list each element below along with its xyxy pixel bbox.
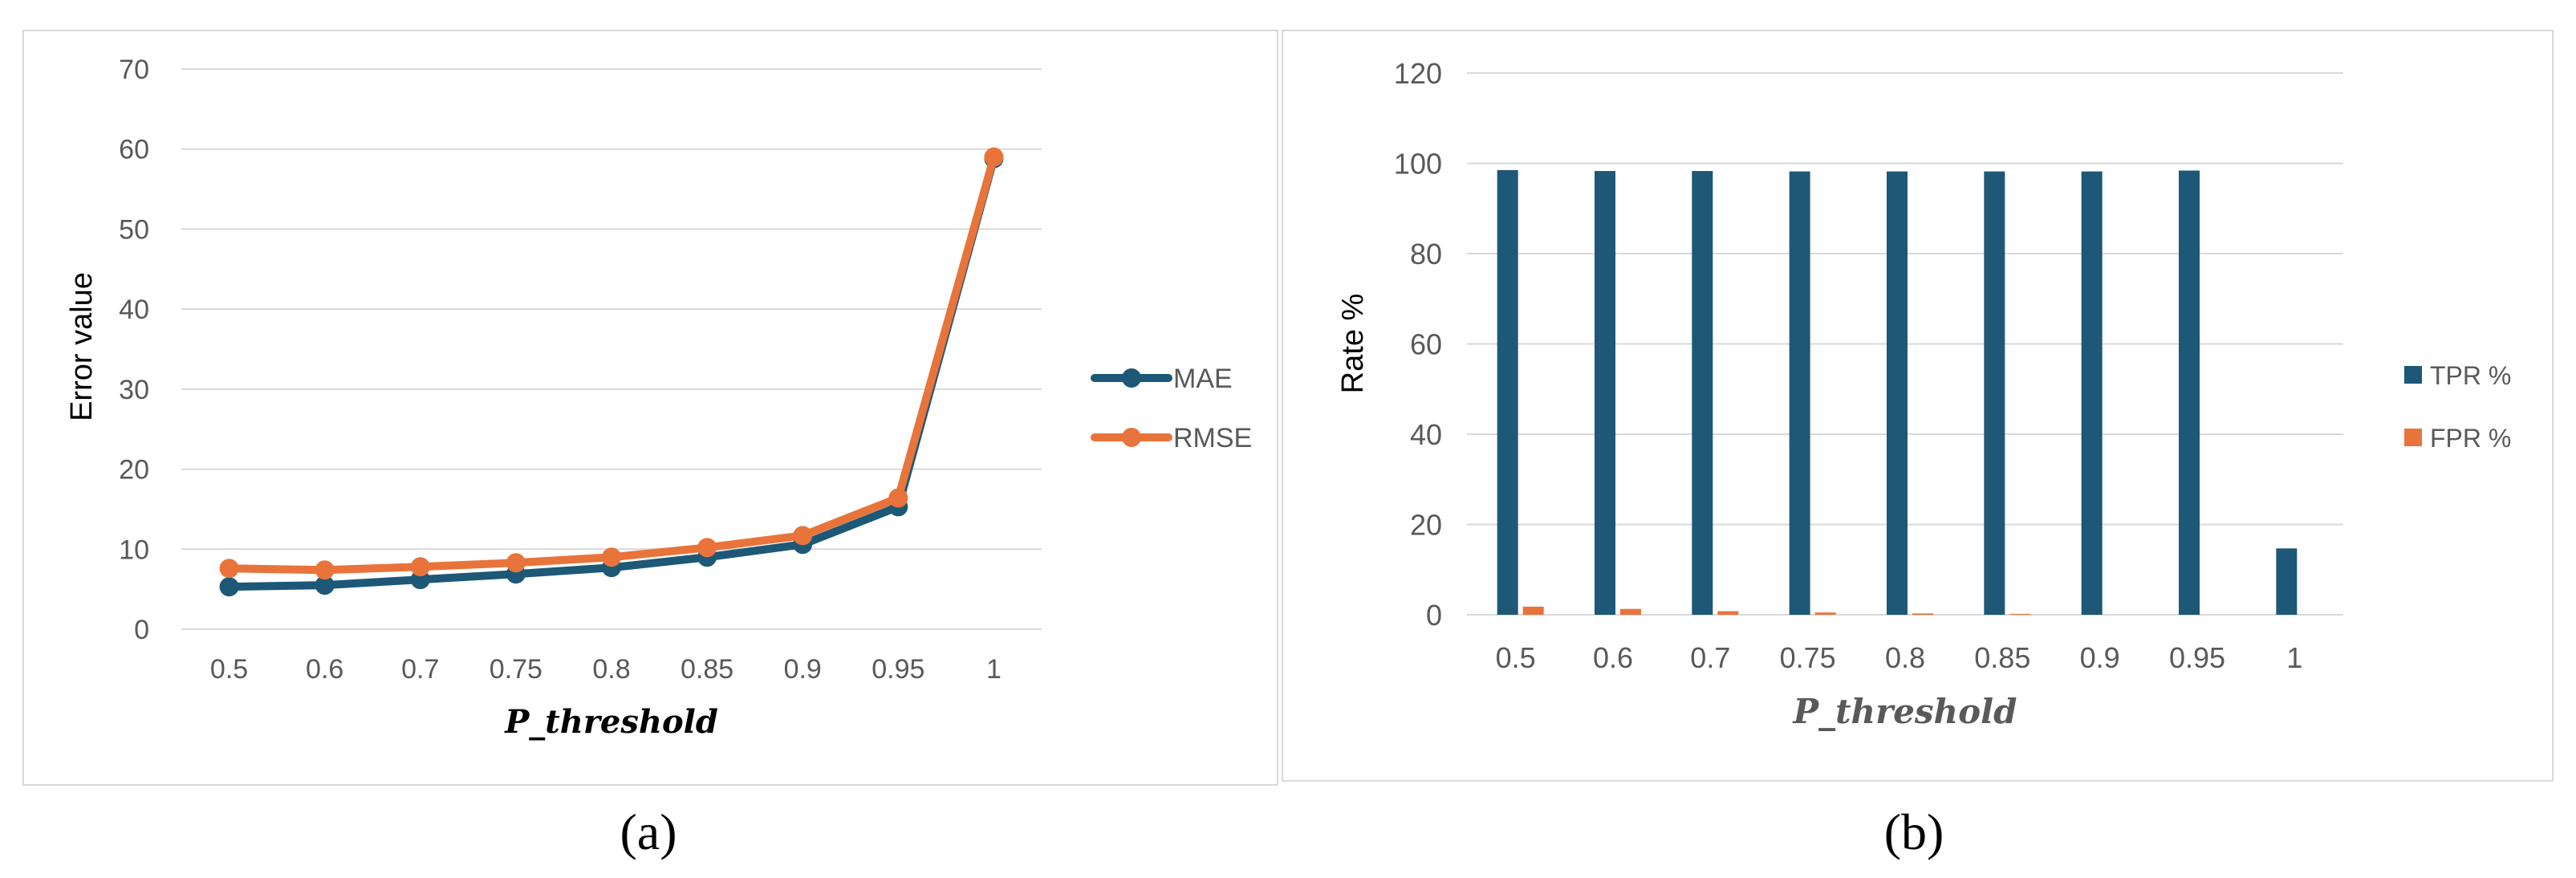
chart-a-x-tick-label: 0.8 — [592, 654, 630, 685]
chart-b-x-tick-label: 0.8 — [1885, 641, 1925, 674]
chart-a-x-ticks: 0.5 0.6 0.7 0.75 0.8 0.85 0.9 0.95 1 — [210, 654, 1002, 685]
chart-b-y-tick-label: 80 — [1410, 238, 1442, 270]
chart-b-bar-tpr — [2276, 548, 2298, 615]
chart-a-x-tick-label: 0.95 — [872, 654, 924, 685]
panel-b-frame — [1282, 30, 2554, 782]
chart-a-y-tick-label: 40 — [119, 295, 149, 325]
chart-a-point-rmse — [697, 538, 717, 558]
chart-a-point-rmse — [793, 526, 813, 546]
chart-b-bar-tpr — [1692, 171, 1713, 615]
chart-a-x-tick-label: 0.75 — [490, 654, 542, 685]
chart-a-x-tick-label: 0.85 — [681, 654, 733, 685]
chart-b-x-tick-label: 0.95 — [2169, 641, 2225, 674]
chart-b-x-tick-label: 0.85 — [1974, 641, 2030, 674]
panel-a-frame — [22, 30, 1278, 786]
panel-label-a: (a) — [620, 803, 677, 860]
chart-a-point-rmse — [506, 553, 526, 573]
chart-b-bar-fpr — [1522, 606, 1544, 615]
chart-b-x-tick-label: 0.5 — [1496, 641, 1536, 674]
chart-b-bar-tpr — [1595, 171, 1615, 615]
chart-b-legend-label-fpr: FPR % — [2430, 424, 2511, 453]
chart-b-y-axis-label: Rate % — [1336, 294, 1370, 394]
chart-b-x-tick-label: 1 — [2286, 641, 2302, 674]
chart-b-x-axis-label: P_threshold — [1793, 692, 2017, 731]
chart-b-x-tick-label: 0.75 — [1780, 641, 1836, 674]
chart-a-y-tick-label: 50 — [119, 214, 149, 245]
chart-b-legend: TPR % FPR % — [2404, 361, 2511, 453]
chart-a-y-tick-label: 20 — [119, 455, 149, 486]
chart-a-series — [219, 147, 1004, 597]
chart-a-legend-marker-rmse — [1122, 428, 1141, 447]
chart-b-y-ticks: 0 20 40 60 80 100 120 — [1394, 57, 1442, 632]
chart-b-y-tick-label: 0 — [1426, 599, 1442, 632]
chart-b-x-ticks: 0.5 0.6 0.7 0.75 0.8 0.85 0.9 0.95 1 — [1496, 641, 2303, 674]
chart-a-point-rmse — [602, 547, 621, 567]
chart-b-y-tick-label: 100 — [1394, 148, 1442, 181]
chart-b-y-tick-label: 20 — [1410, 509, 1442, 542]
chart-a-point-rmse — [888, 488, 908, 508]
chart-a-point-rmse — [410, 557, 430, 577]
chart-a-y-tick-label: 60 — [119, 135, 149, 165]
chart-b-bar-fpr — [1814, 612, 1836, 615]
chart-b-x-tick-label: 0.6 — [1593, 641, 1633, 674]
chart-b-bar-fpr — [1912, 613, 1933, 615]
chart-b-bar-tpr — [1984, 171, 2005, 615]
chart-a-y-tick-label: 30 — [119, 375, 149, 405]
chart-a-y-axis-label: Error value — [65, 272, 99, 421]
chart-b-bar-tpr — [1497, 169, 1518, 615]
chart-a-y-tick-label: 70 — [119, 55, 149, 85]
chart-b-legend-swatch-fpr — [2404, 429, 2422, 446]
chart-a-legend-label-rmse: RMSE — [1173, 423, 1252, 453]
chart-a-x-tick-label: 0.9 — [784, 654, 822, 685]
chart-b-x-tick-label: 0.7 — [1690, 641, 1730, 674]
chart-b-bar-fpr — [1717, 611, 1739, 615]
chart-b-bar-tpr — [2081, 171, 2103, 615]
chart-a-y-tick-label: 10 — [119, 535, 149, 565]
chart-a-point-mae — [219, 577, 239, 597]
chart-b-x-tick-label: 0.9 — [2080, 641, 2120, 674]
chart-b-bar-tpr — [1789, 171, 1810, 615]
chart-b-y-tick-label: 120 — [1394, 57, 1442, 90]
chart-a-legend-marker-mae — [1122, 368, 1141, 388]
chart-a-x-tick-label: 1 — [986, 654, 1002, 685]
panel-label-b: (b) — [1884, 803, 1944, 860]
chart-a-legend: MAE RMSE — [1091, 364, 1252, 453]
chart-a-x-tick-label: 0.6 — [306, 654, 343, 685]
chart-a-y-ticks: 0 10 20 30 40 50 60 70 — [119, 55, 149, 645]
chart-a-point-rmse — [219, 559, 239, 579]
chart-a-point-rmse — [984, 147, 1004, 167]
chart-a-point-rmse — [315, 560, 335, 580]
chart-a-y-tick-label: 0 — [134, 615, 149, 645]
chart-b-bar-fpr — [1620, 608, 1641, 615]
chart-b-bars — [1497, 169, 2298, 615]
chart-a-x-tick-label: 0.7 — [401, 654, 439, 685]
chart-b-y-tick-label: 60 — [1410, 328, 1442, 361]
chart-a-x-axis-label: P_threshold — [504, 703, 718, 741]
chart-b-legend-label-tpr: TPR % — [2430, 361, 2511, 390]
chart-b-bar-tpr — [1887, 171, 1908, 615]
chart-b-bar-fpr — [2009, 613, 2031, 615]
chart-b-legend-swatch-tpr — [2404, 366, 2422, 384]
chart-b-y-tick-label: 40 — [1410, 418, 1442, 451]
chart-a-x-tick-label: 0.5 — [210, 654, 248, 685]
chart-a-point-mae — [315, 575, 335, 595]
chart-a-legend-label-mae: MAE — [1173, 364, 1233, 394]
chart-b-bar-tpr — [2179, 170, 2200, 615]
